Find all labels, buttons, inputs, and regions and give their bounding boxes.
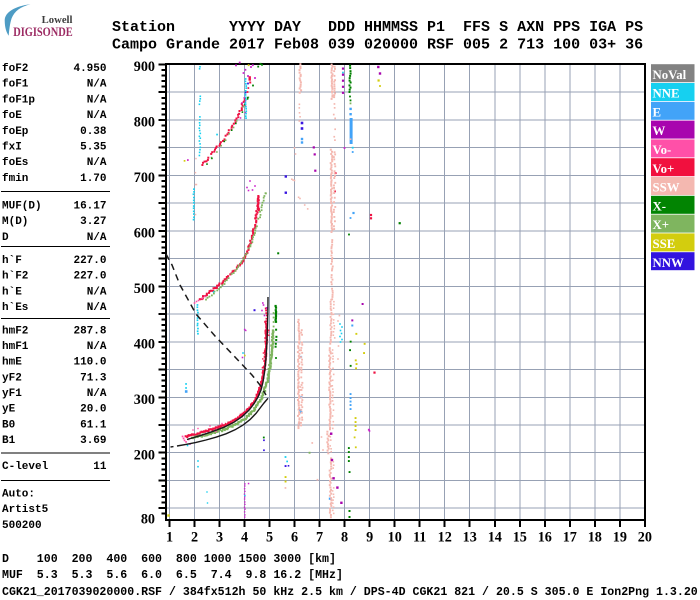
svg-text:N/A: N/A bbox=[87, 157, 107, 169]
svg-text:C-level: C-level bbox=[2, 461, 49, 473]
svg-text:Vo-: Vo- bbox=[653, 143, 672, 157]
svg-text:h`Es: h`Es bbox=[2, 302, 28, 314]
svg-text:foF1p: foF1p bbox=[2, 94, 35, 106]
svg-text:fxI: fxI bbox=[2, 142, 22, 154]
svg-text:13: 13 bbox=[463, 530, 477, 546]
svg-text:16.17: 16.17 bbox=[73, 200, 106, 212]
svg-text:N/A: N/A bbox=[87, 388, 107, 400]
svg-text:DIGISONDE: DIGISONDE bbox=[13, 25, 72, 39]
svg-text:hmE: hmE bbox=[2, 357, 22, 369]
svg-text:hmF1: hmF1 bbox=[2, 341, 29, 353]
svg-text:3: 3 bbox=[216, 530, 223, 546]
svg-text:227.0: 227.0 bbox=[73, 271, 106, 283]
svg-text:N/A: N/A bbox=[87, 302, 107, 314]
svg-text:CGK21_2017039020000.RSF / 384f: CGK21_2017039020000.RSF / 384fx512h 50 k… bbox=[2, 586, 698, 599]
svg-text:B0: B0 bbox=[2, 419, 15, 431]
svg-text:Campo Grande 2017 Feb08 039 02: Campo Grande 2017 Feb08 039 020000 RSF 0… bbox=[112, 37, 643, 54]
svg-text:SSW: SSW bbox=[653, 181, 680, 195]
svg-text:80: 80 bbox=[141, 512, 155, 528]
svg-text:yF1: yF1 bbox=[2, 388, 22, 400]
svg-text:600: 600 bbox=[134, 226, 155, 242]
svg-text:foF2: foF2 bbox=[2, 63, 28, 75]
svg-text:4.950: 4.950 bbox=[73, 63, 106, 75]
svg-text:17: 17 bbox=[563, 530, 577, 546]
svg-text:Lowell: Lowell bbox=[42, 15, 73, 26]
svg-text:3.69: 3.69 bbox=[80, 435, 106, 447]
svg-text:0.38: 0.38 bbox=[80, 126, 107, 138]
svg-text:B1: B1 bbox=[2, 435, 16, 447]
svg-text:18: 18 bbox=[588, 530, 602, 546]
svg-text:yF2: yF2 bbox=[2, 372, 22, 384]
svg-text:6: 6 bbox=[291, 530, 298, 546]
svg-text:M(D): M(D) bbox=[2, 216, 28, 228]
svg-text:X-: X- bbox=[653, 199, 667, 213]
svg-text:61.1: 61.1 bbox=[80, 419, 107, 431]
svg-text:N/A: N/A bbox=[87, 79, 107, 91]
svg-text:NoVal: NoVal bbox=[653, 68, 687, 82]
svg-text:h`E: h`E bbox=[2, 286, 22, 298]
svg-text:4: 4 bbox=[241, 530, 248, 546]
svg-text:E: E bbox=[653, 105, 662, 119]
svg-text:N/A: N/A bbox=[87, 94, 107, 106]
svg-text:16: 16 bbox=[538, 530, 552, 546]
svg-text:1: 1 bbox=[166, 530, 173, 546]
svg-text:N/A: N/A bbox=[87, 232, 107, 244]
svg-text:300: 300 bbox=[134, 392, 155, 408]
svg-text:5.35: 5.35 bbox=[80, 142, 107, 154]
svg-text:71.3: 71.3 bbox=[80, 372, 107, 384]
svg-text:SSE: SSE bbox=[653, 237, 676, 251]
svg-text:12: 12 bbox=[438, 530, 452, 546]
svg-text:20.0: 20.0 bbox=[80, 404, 106, 416]
svg-text:N/A: N/A bbox=[87, 286, 107, 298]
svg-text:foEp: foEp bbox=[2, 126, 29, 138]
svg-text:MUF 5.3 5.3 5.6 6.0 6.5: MUF 5.3 5.3 5.6 6.0 6.5 7.4 9.8 16.2 [MH… bbox=[2, 569, 343, 582]
svg-text:N/A: N/A bbox=[87, 341, 107, 353]
svg-text:700: 700 bbox=[134, 170, 155, 186]
svg-text:11: 11 bbox=[93, 461, 107, 473]
svg-text:yE: yE bbox=[2, 404, 16, 416]
svg-text:NNE: NNE bbox=[653, 87, 680, 101]
svg-text:8: 8 bbox=[341, 530, 348, 546]
svg-text:9: 9 bbox=[366, 530, 373, 546]
svg-text:1.70: 1.70 bbox=[80, 173, 106, 185]
svg-text:500200: 500200 bbox=[2, 520, 42, 532]
svg-text:200: 200 bbox=[134, 447, 155, 463]
svg-text:500: 500 bbox=[134, 281, 155, 297]
svg-text:foEs: foEs bbox=[2, 157, 28, 169]
svg-text:foF1: foF1 bbox=[2, 79, 29, 91]
svg-text:2: 2 bbox=[191, 530, 198, 546]
svg-text:foE: foE bbox=[2, 110, 22, 122]
svg-text:D 100 200 400 600 800 1: D 100 200 400 600 800 1000 1500 3000 [km… bbox=[2, 553, 336, 566]
svg-text:19: 19 bbox=[613, 530, 627, 546]
svg-text:20: 20 bbox=[638, 530, 652, 546]
svg-text:227.0: 227.0 bbox=[73, 255, 106, 267]
svg-text:Auto:: Auto: bbox=[2, 488, 35, 500]
svg-text:5: 5 bbox=[266, 530, 273, 546]
svg-text:400: 400 bbox=[134, 337, 155, 353]
svg-text:10: 10 bbox=[388, 530, 402, 546]
svg-text:h`F2: h`F2 bbox=[2, 271, 28, 283]
svg-text:MUF(D): MUF(D) bbox=[2, 200, 42, 212]
svg-text:900: 900 bbox=[134, 59, 155, 75]
svg-text:N/A: N/A bbox=[87, 110, 107, 122]
svg-text:X+: X+ bbox=[653, 218, 670, 232]
svg-text:287.8: 287.8 bbox=[73, 326, 106, 338]
svg-text:Vo+: Vo+ bbox=[653, 162, 675, 176]
svg-text:fmin: fmin bbox=[2, 173, 28, 185]
svg-text:110.0: 110.0 bbox=[73, 357, 106, 369]
svg-text:800: 800 bbox=[134, 115, 155, 131]
svg-text:11: 11 bbox=[413, 530, 426, 546]
svg-text:NNW: NNW bbox=[653, 256, 684, 270]
svg-text:15: 15 bbox=[513, 530, 527, 546]
svg-text:Artist5: Artist5 bbox=[2, 504, 49, 516]
svg-text:h`F: h`F bbox=[2, 255, 22, 267]
svg-text:W: W bbox=[653, 124, 666, 138]
svg-text:hmF2: hmF2 bbox=[2, 326, 28, 338]
svg-text:D: D bbox=[2, 232, 9, 244]
svg-text:14: 14 bbox=[488, 530, 502, 546]
svg-text:7: 7 bbox=[316, 530, 323, 546]
svg-text:3.27: 3.27 bbox=[80, 216, 106, 228]
svg-text:Station YYYY DAY DDD HH: Station YYYY DAY DDD HHMMSS P1 FFS S AXN… bbox=[112, 19, 643, 36]
